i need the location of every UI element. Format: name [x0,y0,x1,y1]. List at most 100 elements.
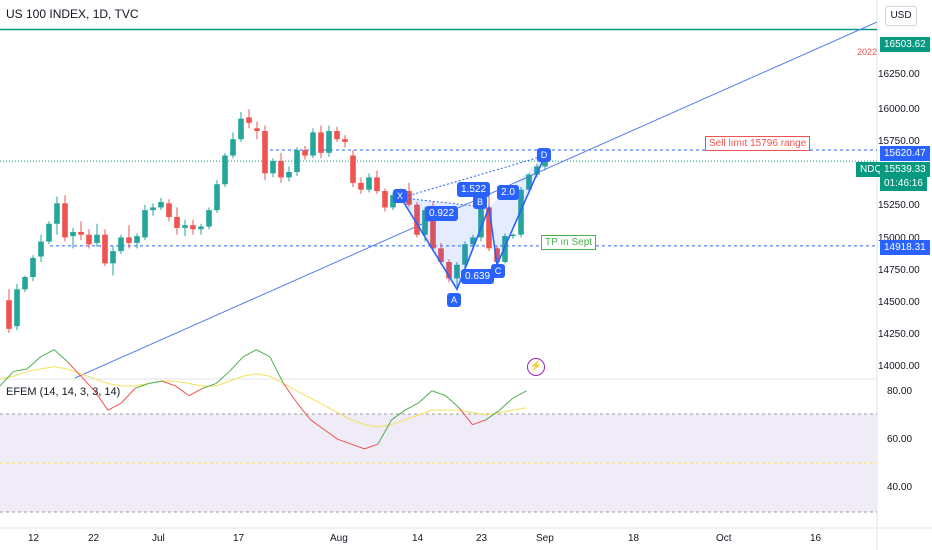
candle-body [430,210,436,249]
time-tick: Aug [330,533,348,544]
osc-line-segment [364,443,379,450]
pattern-point-x: X [393,189,407,203]
symbol-title[interactable]: US 100 INDEX, 1D, TVC [6,7,139,21]
candle-body [206,210,212,227]
osc-line-segment [161,380,176,387]
candle-body [222,155,228,185]
osc-line-segment [215,371,230,384]
candle-body [30,257,36,278]
osc-tick: 80.00 [887,386,913,397]
candle-body [310,132,316,156]
pattern-fill-bcd [489,155,545,265]
price-tick: 14500.00 [878,297,920,308]
lightning-icon[interactable]: ⚡ [527,358,545,376]
candle-body [454,264,460,279]
osc-line-segment [323,429,338,440]
candle-body [534,166,540,175]
pattern-fill-xab [401,197,489,290]
candle-body [406,191,412,205]
candle-body [294,150,300,172]
candle-body [46,223,52,242]
candle-body [358,182,364,190]
candle-body [510,234,516,237]
tp-level-price-tag: 14918.31 [880,240,930,255]
candle-body [366,177,372,190]
candle-body [382,191,388,208]
candle-body [190,225,196,230]
candle-body [470,237,476,245]
osc-line-segment [229,356,244,372]
candle-body [22,277,28,290]
osc-line-segment [242,349,257,358]
candle-body [446,262,452,279]
candle-body [174,216,180,228]
osc-line-segment [134,383,149,389]
candle-body [38,241,44,257]
time-tick: Sep [536,533,554,544]
price-tick: 14250.00 [878,329,920,340]
ratio-xb: 0.922 [425,206,459,221]
osc-line-segment [418,390,433,404]
ratio-bd: 2.0 [497,185,519,200]
price-tick: 14750.00 [878,265,920,276]
osc-line-segment [391,409,406,421]
ratio-ac: 0.639 [461,269,495,284]
time-tick: 23 [476,533,488,544]
osc-line-segment [107,402,122,411]
candle-body [238,118,244,140]
osc-line-segment [337,438,352,445]
osc-line-segment [175,385,190,397]
candle-body [118,237,124,252]
osc-line-segment [283,383,298,404]
osc-line-segment [431,390,446,397]
symbol-tag: NDQ [856,162,887,177]
osc-line-segment [499,397,514,411]
pattern-point-a: A [447,293,461,307]
candle-body [14,289,20,327]
candle-body [478,207,484,238]
osc-line-segment [13,368,28,372]
candle-body [302,150,308,156]
osc-line-segment [53,349,68,363]
osc-line-segment [404,402,419,411]
candle-body [526,174,532,190]
price-tick: 16250.00 [878,69,920,80]
price-tick: 15250.00 [878,200,920,211]
sell-limit-note[interactable]: Sell lımıt 15796 range [705,136,811,151]
sell-level-price-tag: 15620.47 [880,146,930,161]
candle-body [286,171,292,178]
osc-line-segment [256,349,271,358]
osc-line-segment [148,380,163,385]
osc-line-segment [472,419,487,426]
time-tick: 22 [88,533,100,544]
candle-body [6,300,12,329]
pattern-point-b: B [473,195,487,209]
candle-body [518,189,524,235]
price-tick: 15750.00 [878,136,920,147]
osc-line-segment [0,371,14,387]
osc-tick: 60.00 [887,434,913,445]
candle-body [182,225,188,228]
candle-body [102,234,108,264]
tp-note[interactable]: TP ın Sept [541,235,597,250]
candle-body [230,139,236,156]
candle-body [158,201,164,208]
candle-body [494,248,500,263]
oscillator-title[interactable]: EFEM (14, 14, 3, 3, 14) [6,386,121,398]
candle-body [166,203,172,217]
candle-body [462,244,468,265]
candle-body [246,117,252,123]
time-tick: 14 [412,533,424,544]
currency-button[interactable]: USD [885,6,917,26]
price-tick: 14000.00 [878,361,920,372]
osc-line-segment [310,419,325,430]
ratio-xd: 1.522 [457,182,491,197]
time-tick: 16 [810,533,822,544]
candle-body [350,155,356,183]
osc-line-segment [269,356,284,384]
osc-line-segment [512,390,527,399]
candle-body [198,226,204,230]
pattern-xd [400,155,546,199]
candle-body [134,236,140,243]
last-price-tag: 15539.33 [880,162,930,177]
